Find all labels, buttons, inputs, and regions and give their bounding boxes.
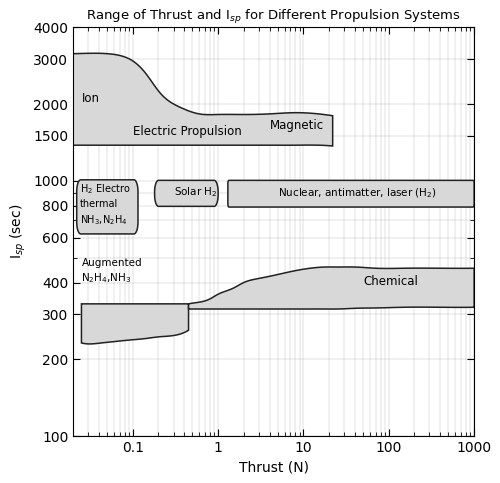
Text: Ion: Ion	[82, 92, 100, 105]
Text: Augmented
N$_2$H$_4$,NH$_3$: Augmented N$_2$H$_4$,NH$_3$	[82, 257, 142, 285]
Polygon shape	[228, 180, 474, 207]
Polygon shape	[82, 304, 188, 344]
Polygon shape	[76, 180, 138, 234]
Text: Electric Propulsion: Electric Propulsion	[133, 125, 242, 138]
Text: Solar H$_2$: Solar H$_2$	[174, 185, 218, 199]
Polygon shape	[73, 53, 332, 146]
Title: Range of Thrust and I$_{sp}$ for Different Propulsion Systems: Range of Thrust and I$_{sp}$ for Differe…	[86, 8, 461, 27]
Text: H$_2$ Electro
thermal
NH$_3$,N$_2$H$_4$: H$_2$ Electro thermal NH$_3$,N$_2$H$_4$	[80, 182, 130, 227]
Text: Chemical: Chemical	[363, 275, 418, 288]
Text: Nuclear, antimatter, laser (H$_2$): Nuclear, antimatter, laser (H$_2$)	[278, 186, 436, 200]
Polygon shape	[188, 267, 474, 309]
X-axis label: Thrust (N): Thrust (N)	[238, 461, 308, 475]
Text: Magnetic: Magnetic	[270, 119, 324, 132]
Y-axis label: I$_{sp}$ (sec): I$_{sp}$ (sec)	[8, 204, 28, 259]
Polygon shape	[154, 180, 218, 206]
